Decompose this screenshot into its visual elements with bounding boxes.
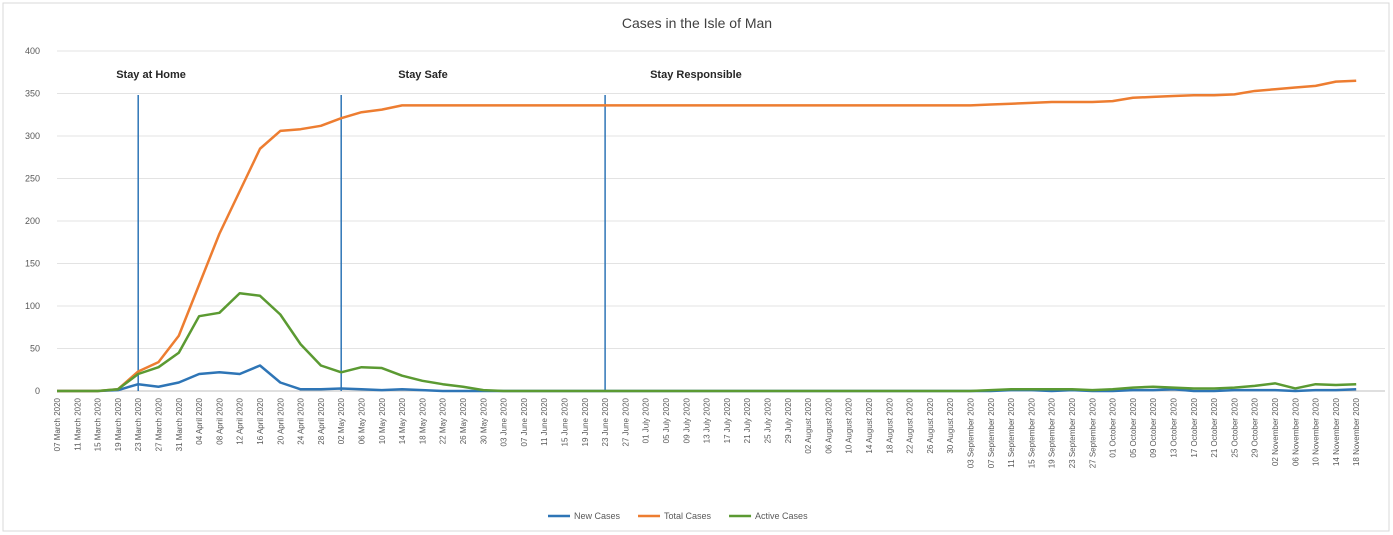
x-tick-label: 18 November 2020: [1352, 397, 1361, 466]
x-tick-label: 06 November 2020: [1291, 397, 1300, 466]
x-tick-label: 27 March 2020: [155, 397, 164, 451]
x-tick-label: 18 May 2020: [418, 397, 427, 444]
y-tick-label: 100: [25, 301, 40, 311]
x-tick-label: 14 November 2020: [1332, 397, 1341, 466]
x-tick-label: 11 June 2020: [540, 397, 549, 445]
x-tick-label: 26 May 2020: [459, 397, 468, 444]
x-tick-label: 07 September 2020: [987, 397, 996, 468]
x-tick-label: 18 August 2020: [885, 397, 894, 453]
annotation-text: Stay Responsible: [650, 69, 742, 81]
x-tick-label: 13 July 2020: [703, 397, 712, 443]
x-tick-label: 24 April 2020: [297, 397, 306, 444]
x-tick-label: 21 July 2020: [743, 397, 752, 443]
x-tick-label: 14 May 2020: [398, 397, 407, 444]
x-tick-label: 27 June 2020: [621, 397, 630, 446]
y-tick-label: 300: [25, 131, 40, 141]
x-tick-label: 03 September 2020: [967, 397, 976, 468]
x-tick-label: 04 April 2020: [195, 397, 204, 444]
x-tick-label: 15 March 2020: [94, 397, 103, 451]
x-tick-label: 14 August 2020: [865, 397, 874, 453]
x-tick-label: 16 April 2020: [256, 397, 265, 444]
x-tick-label: 26 August 2020: [926, 397, 935, 453]
x-tick-label: 08 April 2020: [215, 397, 224, 444]
x-tick-label: 27 September 2020: [1088, 397, 1097, 468]
x-tick-label: 22 May 2020: [439, 397, 448, 444]
x-tick-label: 19 June 2020: [581, 397, 590, 446]
x-tick-label: 20 April 2020: [276, 397, 285, 444]
x-tick-label: 11 September 2020: [1007, 397, 1016, 467]
x-tick-label: 10 November 2020: [1312, 397, 1321, 466]
x-tick-label: 31 March 2020: [175, 397, 184, 451]
x-tick-label: 07 June 2020: [520, 397, 529, 446]
x-tick-label: 15 September 2020: [1027, 397, 1036, 468]
legend-label: Total Cases: [664, 511, 712, 521]
x-tick-label: 22 August 2020: [906, 397, 915, 453]
y-tick-label: 50: [30, 344, 40, 354]
legend-label: New Cases: [574, 511, 621, 521]
x-tick-label: 21 October 2020: [1210, 397, 1219, 457]
x-tick-label: 02 May 2020: [337, 397, 346, 444]
series-line: [57, 292, 1357, 393]
x-tick-label: 09 October 2020: [1149, 397, 1158, 457]
x-tick-label: 17 July 2020: [723, 397, 732, 443]
y-tick-label: 0: [35, 386, 40, 396]
x-tick-label: 07 March 2020: [53, 397, 62, 451]
x-tick-label: 10 August 2020: [845, 397, 854, 453]
annotation-text: Stay Safe: [398, 69, 448, 81]
legend-label: Active Cases: [755, 511, 808, 521]
x-tick-label: 19 September 2020: [1048, 397, 1057, 468]
x-tick-label: 01 October 2020: [1109, 397, 1118, 457]
x-tick-label: 02 November 2020: [1271, 397, 1280, 466]
chart-title: Cases in the Isle of Man: [622, 15, 772, 31]
series-line: [57, 79, 1357, 393]
x-tick-label: 02 August 2020: [804, 397, 813, 453]
x-tick-label: 25 July 2020: [764, 397, 773, 443]
x-tick-label: 01 July 2020: [642, 397, 651, 443]
x-tick-label: 15 June 2020: [561, 397, 570, 446]
x-tick-label: 23 June 2020: [601, 397, 610, 446]
x-tick-label: 03 June 2020: [500, 397, 509, 446]
x-tick-label: 06 May 2020: [358, 397, 367, 444]
annotation-text: Stay at Home: [116, 69, 186, 81]
x-tick-label: 30 May 2020: [479, 397, 488, 444]
y-tick-label: 400: [25, 46, 40, 56]
x-tick-label: 13 October 2020: [1170, 397, 1179, 457]
x-tick-label: 29 July 2020: [784, 397, 793, 443]
x-tick-label: 19 March 2020: [114, 397, 123, 451]
x-tick-label: 23 March 2020: [134, 397, 143, 451]
y-tick-label: 200: [25, 216, 40, 226]
y-tick-label: 150: [25, 259, 40, 269]
x-tick-label: 23 September 2020: [1068, 397, 1077, 468]
x-tick-label: 10 May 2020: [378, 397, 387, 444]
x-tick-label: 12 April 2020: [236, 397, 245, 444]
x-tick-label: 29 October 2020: [1251, 397, 1260, 457]
x-tick-label: 25 October 2020: [1230, 397, 1239, 457]
x-tick-label: 17 October 2020: [1190, 397, 1199, 457]
x-tick-label: 06 August 2020: [824, 397, 833, 453]
x-tick-label: 05 July 2020: [662, 397, 671, 443]
x-tick-label: 11 March 2020: [73, 397, 82, 450]
x-tick-label: 28 April 2020: [317, 397, 326, 444]
y-tick-label: 250: [25, 174, 40, 184]
x-tick-label: 30 August 2020: [946, 397, 955, 453]
y-tick-label: 350: [25, 89, 40, 99]
x-tick-label: 09 July 2020: [682, 397, 691, 443]
x-tick-label: 05 October 2020: [1129, 397, 1138, 457]
